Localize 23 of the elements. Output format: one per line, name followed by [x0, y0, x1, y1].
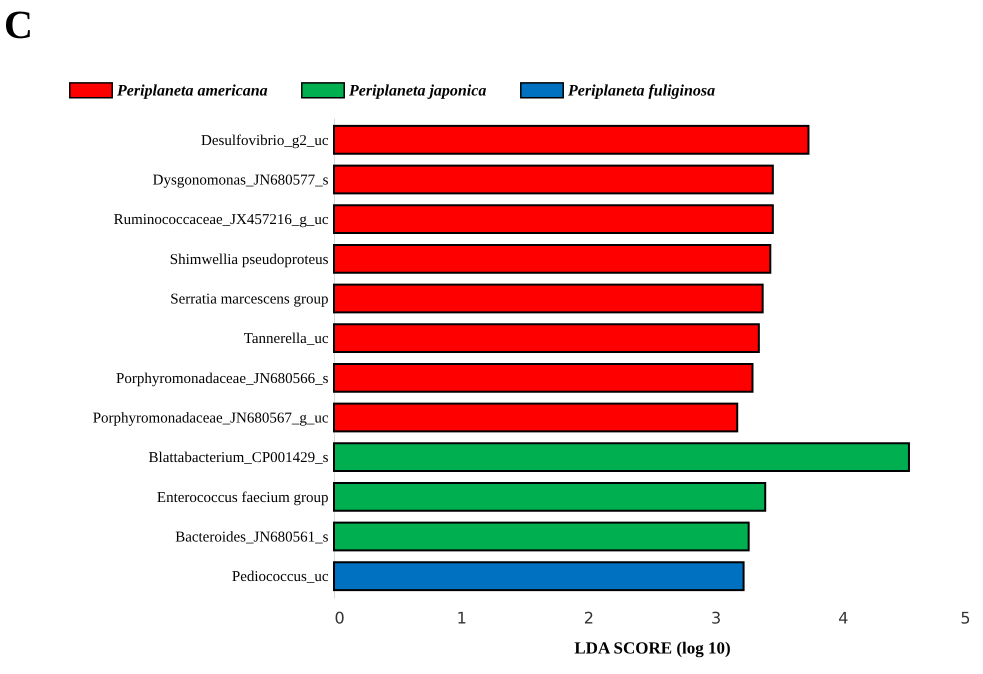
y-tick-label: Bacteroides_JN680561_s: [175, 530, 329, 546]
y-tick-label: Ruminococcaceae_JX457216_g_uc: [114, 212, 329, 228]
y-tick-label: Porphyromonadaceae_JN680567_g_uc: [92, 410, 329, 427]
x-tick-label: 5: [960, 608, 970, 628]
x-axis-title: LDA SCORE (log 10): [574, 638, 731, 658]
chart-title: C: [4, 2, 33, 47]
x-tick-label: 4: [838, 608, 848, 628]
legend-label: Periplaneta japonica: [348, 82, 486, 100]
y-tick-label: Desulfovibrio_g2_uc: [201, 132, 329, 149]
x-tick-label: 0: [334, 608, 345, 628]
x-tick-label: 2: [584, 608, 594, 628]
x-tick-label: 3: [711, 608, 722, 628]
y-tick-label: Blattabacterium_CP001429_s: [148, 450, 329, 466]
x-tick-label: 1: [456, 608, 467, 628]
legend-label: Periplaneta americana: [116, 82, 268, 100]
y-tick-label: Shimwellia pseudoproteus: [170, 252, 329, 268]
y-tick-label: Porphyromonadaceae_JN680566_s: [116, 370, 329, 387]
legend-label: Periplaneta fuliginosa: [567, 82, 716, 100]
y-tick-label: Pediococcus_uc: [232, 569, 329, 586]
y-tick-label: Enterococcus faecium group: [156, 490, 328, 506]
y-tick-label: Tannerella_uc: [244, 331, 329, 348]
y-tick-label: Serratia marcescens group: [170, 291, 328, 308]
y-tick-label: Dysgonomonas_JN680577_s: [152, 172, 329, 188]
